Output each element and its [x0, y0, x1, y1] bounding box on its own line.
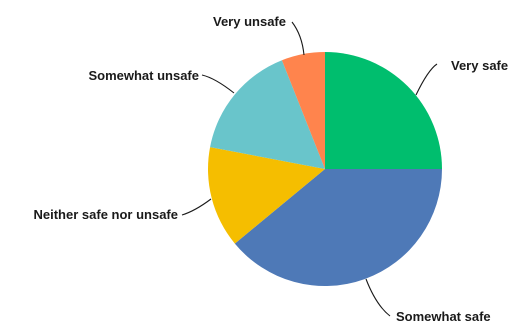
slice-label-very-safe: Very safe — [451, 58, 508, 73]
pie-slice-somewhat-safe — [234, 169, 442, 287]
slice-labels: Very safe Somewhat safe Neither safe nor u… — [34, 14, 509, 324]
leader-line-somewhat-safe — [365, 278, 391, 317]
pie-slices — [208, 52, 442, 287]
pie-slice-very-safe — [325, 52, 442, 169]
slice-label-very-unsafe: Very unsafe — [213, 14, 286, 29]
leader-line-neither-safe-nor-unsafe — [181, 198, 212, 216]
slice-label-somewhat-unsafe: Somewhat unsafe — [88, 68, 199, 83]
slice-label-neither-safe-nor-unsafe: Neither safe nor unsafe — [34, 207, 179, 222]
leader-line-very-safe — [415, 63, 438, 96]
slice-label-somewhat-safe: Somewhat safe — [396, 309, 491, 324]
pie-slice-neither-safe-nor-unsafe — [208, 147, 325, 244]
pie-slice-somewhat-unsafe — [210, 60, 325, 169]
leader-line-very-unsafe — [291, 21, 305, 56]
leader-lines — [181, 21, 438, 317]
pie-slice-very-unsafe — [281, 52, 325, 169]
leader-line-somewhat-unsafe — [201, 74, 235, 94]
